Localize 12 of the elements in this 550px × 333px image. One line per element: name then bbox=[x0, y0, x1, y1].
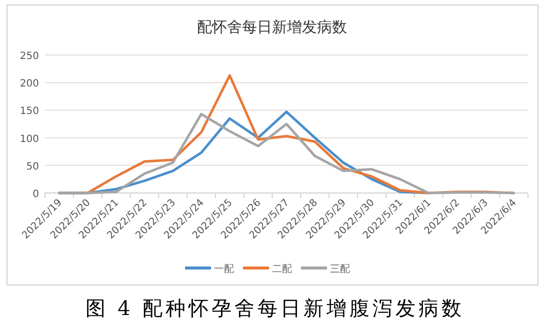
y-tick-label: 200 bbox=[20, 78, 39, 90]
y-tick-label: 150 bbox=[20, 106, 39, 118]
chart-title: 配怀舍每日新增发病数 bbox=[197, 18, 347, 36]
legend-label: 一配 bbox=[214, 264, 234, 275]
y-tick-label: 50 bbox=[26, 161, 39, 172]
legend-label: 二配 bbox=[272, 264, 292, 275]
y-tick-label: 100 bbox=[20, 134, 39, 145]
caption: 图 4 配种怀孕舍每日新增腹泻发病数 bbox=[85, 296, 465, 320]
y-tick-label: 0 bbox=[32, 189, 39, 200]
line-series bbox=[58, 112, 516, 194]
y-tick-label: 250 bbox=[20, 51, 39, 62]
legend-label: 三配 bbox=[330, 264, 350, 275]
